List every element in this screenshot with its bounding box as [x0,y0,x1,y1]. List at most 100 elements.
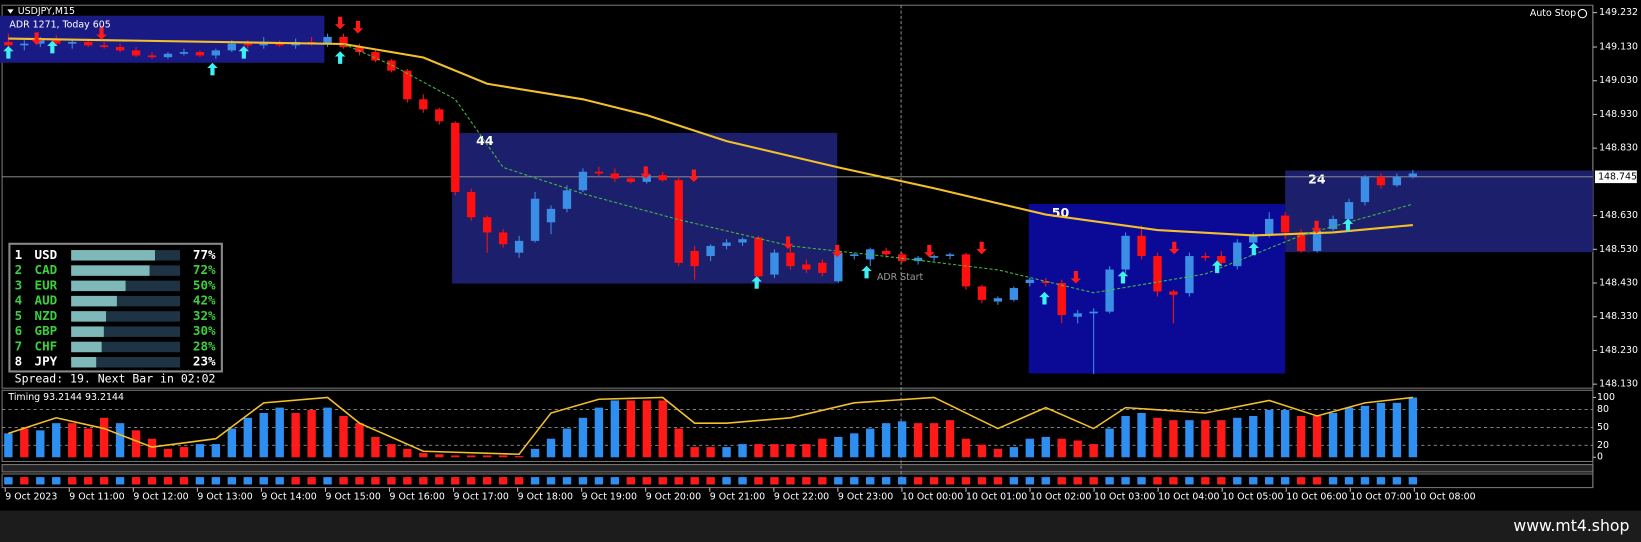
timing-bar [1201,420,1210,458]
buy-arrow [207,62,218,76]
bulls-bears-cell [147,477,157,485]
candle-body [881,250,891,255]
currency: EUR [35,277,58,292]
buy-arrow [1039,291,1050,305]
bulls-bears-cell [163,477,173,485]
time-label: 9 Oct 21:00 [710,492,765,503]
candle-body [451,122,460,192]
timing-bar [131,430,141,458]
candle-body [929,256,939,258]
currency: USD [35,247,58,262]
candle-body [1153,256,1162,292]
timing-bar [1009,447,1019,458]
strength-value: 50% [193,277,216,292]
price-tick-label: 149.232 [1599,7,1638,18]
candle-body [243,43,252,46]
bulls-bears-cell [945,477,955,485]
candle-body [1312,230,1322,251]
time-label: 9 Oct 18:00 [518,492,573,503]
bulls-bears-cell [387,477,396,485]
strength-value: 77% [193,247,216,262]
time-label: 9 Oct 16:00 [390,492,445,503]
strength-track [71,357,181,368]
strength-value: 28% [193,338,216,353]
ma-fast [343,43,1413,294]
price-tick-label: 148.930 [1599,109,1638,120]
timing-bar [115,423,125,458]
timing-bar [1265,410,1274,458]
strength-bar [71,357,97,368]
bulls-bears-cell [1249,477,1258,485]
bulls-bears-cell [451,477,460,485]
timing-bar [1408,397,1418,458]
bulls-bears-cell [435,477,444,485]
timing-bar [83,428,93,458]
timing-bar [610,400,620,458]
candle-body [578,171,588,191]
bulls-bears-cell [211,477,221,485]
bulls-bears-cell [323,477,332,485]
timing-bar [977,444,987,458]
adr-box [1285,170,1593,253]
candle-body [1408,173,1418,177]
candle-body [722,242,731,246]
sell-arrow [1311,220,1322,234]
candle-body [4,41,13,46]
timing-bar [371,436,380,458]
bulls-bears-cell [610,477,620,485]
timing-bar [690,447,699,458]
time-label: 9 Oct 14:00 [261,492,316,503]
bulls-bears-cell [738,477,747,485]
bulls-bears-cell [770,477,779,485]
timing-bar [1089,444,1098,458]
timing-bar [68,423,77,458]
bulls-bears-cell [1392,477,1402,485]
candle-body [99,45,109,48]
candle-body [674,180,683,263]
candle-body [594,171,604,174]
time-label: 9 Oct 12:00 [133,492,188,503]
candle-body [68,41,77,44]
bulls-bears-cell [36,477,45,485]
ma-slow [8,37,1413,237]
candle-body [786,252,795,267]
candle-body [498,232,508,245]
sell-arrow [31,32,42,45]
buy-arrow [1342,218,1354,232]
time-label: 10 Oct 05:00 [1222,492,1283,503]
bulls-bears-cell [195,477,205,485]
bulls-bears-cell [1280,477,1290,485]
timing-bar [1025,438,1034,458]
timing-bar [578,417,588,458]
time-label: 10 Oct 06:00 [1286,492,1347,503]
candle-body [1009,288,1019,300]
bulls-bears-cell [674,477,683,485]
timing-bar [339,415,348,458]
candle-body [1296,232,1306,251]
bulls-bears-cell [802,477,811,485]
bulls-bears-cell [259,477,268,485]
timing-bar [642,400,651,458]
candle-body [131,50,141,56]
currency: GBP [35,323,58,338]
candle-body [147,55,157,58]
candle-body [227,43,236,51]
candle-body [977,286,987,300]
bulls-bears-cell [307,477,316,485]
candle-body [275,43,284,46]
timing-tick-label: 80 [1597,404,1609,415]
candle-body [371,52,380,61]
bulls-bears-cell [179,477,189,485]
bulls-bears-cell [83,477,93,485]
candle-body [211,50,221,56]
candle-body [1249,235,1258,243]
rank: 3 [15,277,23,292]
timing-bar [706,447,715,458]
bulls-bears-cell [355,477,364,485]
bulls-bears-cell [530,477,540,485]
bulls-bears-cell [562,477,572,485]
timing-bar [1233,417,1242,458]
bulls-bears-cell [291,477,300,485]
timing-bar [211,444,221,458]
timing-bar [307,410,316,458]
